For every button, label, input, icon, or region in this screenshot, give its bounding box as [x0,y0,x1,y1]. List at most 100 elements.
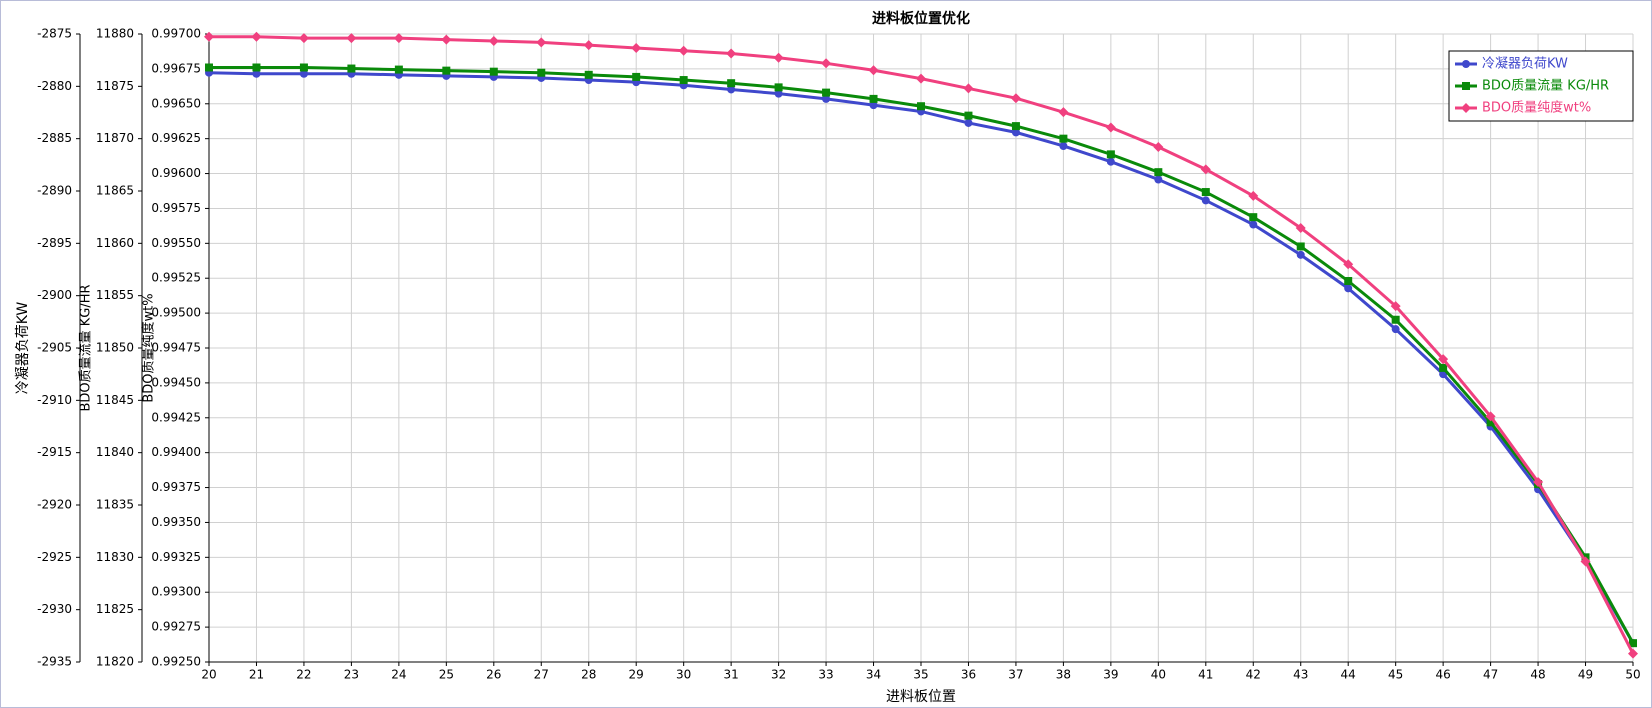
marker [252,69,261,78]
marker [1391,325,1400,334]
marker [821,58,832,69]
y3-tick-label: 0.99425 [151,410,201,424]
y3-axis-title: BDO质量纯度wt% [141,293,157,402]
x-tick-label: 23 [344,668,359,682]
x-tick-label: 49 [1578,668,1593,682]
y-tick-label: -2875 [37,27,72,41]
y-tick-label: -2915 [37,445,72,459]
marker [1059,141,1068,150]
marker [1153,142,1164,153]
marker [347,64,356,73]
y2-tick-label: 11825 [96,602,134,616]
marker [917,102,925,111]
y3-tick-label: 0.99625 [151,131,201,145]
y3-tick-label: 0.99600 [151,166,201,180]
marker [583,40,594,51]
marker [204,31,214,42]
y-tick-label: -2895 [37,236,72,250]
y-tick-label: -2900 [37,288,72,302]
marker [1010,93,1021,104]
marker [679,76,688,85]
marker [822,94,831,103]
y3-tick-label: 0.99275 [151,620,201,634]
x-tick-label: 32 [771,668,786,682]
marker [1461,103,1471,113]
y2-tick-label: 11855 [96,288,134,302]
marker [1201,196,1210,205]
marker [1391,315,1400,324]
y3-tick-label: 0.99675 [151,61,201,75]
marker [963,83,974,94]
marker [1200,164,1211,175]
y2-tick-label: 11865 [96,184,134,198]
marker [1249,220,1258,229]
marker [584,70,593,79]
y2-axis-title: BDO质量流量 KG/HR [79,284,94,411]
legend-label: BDO质量纯度wt% [1482,100,1591,116]
y2-tick-label: 11870 [96,131,134,145]
marker [1629,639,1637,648]
legend-label: 冷凝器负荷KW [1482,56,1568,72]
marker [727,85,736,94]
marker [1106,150,1115,159]
y2-tick-label: 11845 [96,393,134,407]
marker [1011,128,1020,137]
y3-tick-label: 0.99350 [151,515,201,529]
y-tick-label: -2880 [37,79,72,93]
x-tick-label: 34 [866,668,881,682]
marker [774,83,783,92]
y3-tick-label: 0.99525 [151,271,201,285]
y3-tick-label: 0.99400 [151,445,201,459]
marker [536,37,547,48]
marker [1296,250,1305,259]
x-tick-label: 24 [391,668,406,682]
x-tick-label: 27 [534,668,549,682]
y2-tick-label: 11820 [96,655,134,669]
x-tick-label: 31 [723,668,738,682]
marker [631,42,642,53]
marker [964,118,973,127]
legend-box [1448,50,1634,122]
y-axis-title: 冷凝器负荷KW [15,302,31,395]
y-tick-label: -2905 [37,341,72,355]
x-tick-label: 41 [1198,668,1213,682]
x-tick-label: 26 [486,668,501,682]
marker [1628,648,1638,659]
marker [537,68,546,77]
x-tick-label: 37 [1008,668,1023,682]
marker [1580,556,1591,567]
x-tick-label: 39 [1103,668,1118,682]
marker [1296,242,1305,251]
y-tick-label: -2885 [37,131,72,145]
marker [441,34,452,45]
marker [1248,190,1259,201]
marker [1106,157,1115,166]
marker [1249,213,1258,222]
y-tick-label: -2890 [37,184,72,198]
x-tick-label: 43 [1293,668,1308,682]
x-tick-label: 40 [1151,668,1166,682]
marker [1344,284,1353,293]
marker [1011,122,1020,131]
marker [774,89,783,98]
x-tick-label: 30 [676,668,691,682]
y2-tick-label: 11875 [96,79,134,93]
marker [869,94,878,103]
y-tick-label: -2920 [37,498,72,512]
marker [298,33,309,44]
marker [393,33,404,44]
marker [1485,411,1496,422]
y-tick-label: -2935 [37,655,72,669]
y3-tick-label: 0.99550 [151,236,201,250]
marker [1154,175,1163,184]
y3-tick-label: 0.99500 [151,306,201,320]
y3-tick-label: 0.99700 [151,27,201,41]
marker [1201,188,1210,197]
legend-label: BDO质量流量 KG/HR [1482,79,1609,94]
marker [727,79,736,88]
x-tick-label: 20 [201,668,216,682]
marker [869,101,878,110]
marker [726,48,737,59]
